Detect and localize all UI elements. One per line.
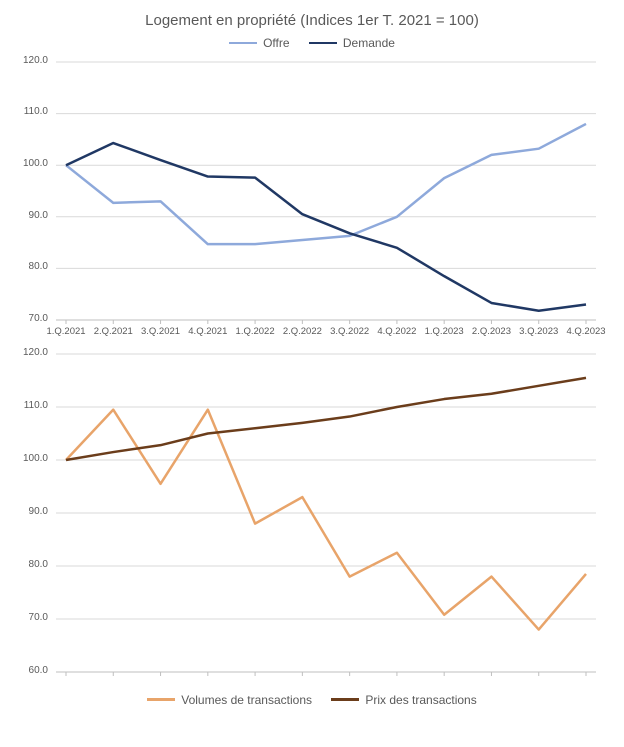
y-tick-label: 90.0	[0, 210, 48, 221]
chart-2: 60.0 70.0 80.0 90.0 100.0 110.0 120.0	[0, 348, 616, 684]
y-tick-label: 90.0	[0, 506, 48, 517]
x-tick-label: 2.Q.2023	[472, 326, 511, 337]
legend-item-offre: Offre	[229, 36, 289, 50]
y-tick-label: 110.0	[0, 106, 48, 117]
x-tick-label: 1.Q.2021	[46, 326, 85, 337]
x-tick-label: 1.Q.2023	[425, 326, 464, 337]
y-tick-label: 70.0	[0, 313, 48, 324]
series-line	[66, 143, 586, 311]
x-tick-label: 4.Q.2022	[377, 326, 416, 337]
x-tick-label: 3.Q.2023	[519, 326, 558, 337]
y-tick-label: 80.0	[0, 559, 48, 570]
legend-label: Volumes de transactions	[181, 693, 312, 707]
legend-item-volumes: Volumes de transactions	[147, 693, 312, 707]
legend-bottom: Volumes de transactions Prix des transac…	[0, 684, 624, 713]
x-tick-label: 4.Q.2021	[188, 326, 227, 337]
chart-title: Logement en propriété (Indices 1er T. 20…	[0, 0, 624, 33]
chart-container: Logement en propriété (Indices 1er T. 20…	[0, 0, 624, 747]
series-line	[66, 124, 586, 244]
legend-top: Offre Demande	[0, 33, 624, 56]
legend-swatch-offre	[229, 42, 257, 45]
x-tick-label: 3.Q.2021	[141, 326, 180, 337]
y-tick-label: 80.0	[0, 261, 48, 272]
legend-swatch-volumes	[147, 698, 175, 701]
x-tick-label: 1.Q.2022	[236, 326, 275, 337]
x-tick-label: 2.Q.2021	[94, 326, 133, 337]
legend-item-prix: Prix des transactions	[331, 693, 476, 707]
x-tick-label: 4.Q.2023	[566, 326, 605, 337]
legend-label: Offre	[263, 36, 289, 50]
y-tick-label: 120.0	[0, 55, 48, 66]
y-tick-label: 70.0	[0, 612, 48, 623]
x-tick-label: 3.Q.2022	[330, 326, 369, 337]
y-tick-label: 110.0	[0, 400, 48, 411]
series-line	[66, 378, 586, 460]
y-tick-label: 100.0	[0, 453, 48, 464]
chart-1: 70.0 80.0 90.0 100.0 110.0 120.0 1.Q.2021 2.Q.2…	[0, 56, 616, 348]
y-tick-label: 120.0	[0, 347, 48, 358]
series-line	[66, 409, 586, 629]
legend-label: Prix des transactions	[365, 693, 476, 707]
legend-item-demande: Demande	[309, 36, 395, 50]
legend-swatch-demande	[309, 42, 337, 45]
x-tick-label: 2.Q.2022	[283, 326, 322, 337]
y-tick-label: 60.0	[0, 665, 48, 676]
legend-swatch-prix	[331, 698, 359, 701]
legend-label: Demande	[343, 36, 395, 50]
y-tick-label: 100.0	[0, 158, 48, 169]
